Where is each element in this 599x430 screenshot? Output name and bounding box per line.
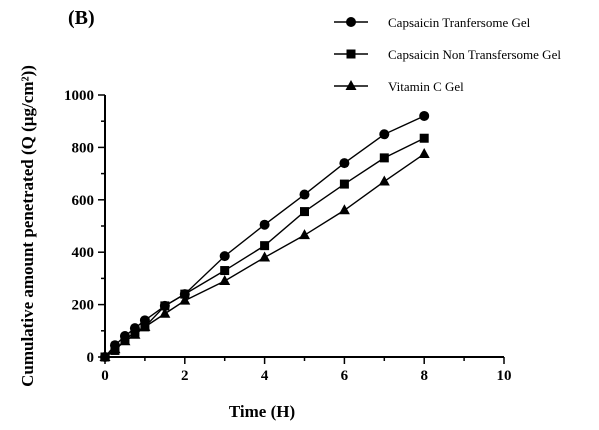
data-point xyxy=(378,175,390,186)
ticks: 0 2 4 6 8 10 0 200 400 600 800 1000 xyxy=(64,88,512,384)
series-layer xyxy=(99,110,430,362)
y-axis-title: Cumulative amount penetrated (Q (µg/cm²)… xyxy=(18,65,37,387)
x-axis-title: Time (H) xyxy=(229,402,295,421)
x-tick-label: 2 xyxy=(181,368,189,384)
data-point xyxy=(260,241,270,251)
data-point xyxy=(339,179,349,189)
data-point xyxy=(220,266,230,276)
data-point xyxy=(419,110,430,121)
x-tick-label: 0 xyxy=(101,368,109,384)
panel-label: (B) xyxy=(68,7,95,29)
legend-item: Capsaicin Tranfersome Gel xyxy=(334,15,531,30)
data-point xyxy=(299,189,310,200)
data-point xyxy=(259,251,271,262)
x-tick-label: 6 xyxy=(341,368,349,384)
data-point xyxy=(109,343,121,354)
data-point xyxy=(338,204,350,215)
data-point xyxy=(379,153,389,163)
legend: Capsaicin Tranfersome Gel Capsaicin Non T… xyxy=(334,15,561,94)
data-point xyxy=(219,275,231,286)
x-tick-label: 4 xyxy=(261,368,269,384)
y-tick-label: 1000 xyxy=(64,88,94,104)
x-tick-label: 10 xyxy=(497,368,512,384)
data-point xyxy=(129,328,141,339)
y-tick-label: 400 xyxy=(72,245,95,261)
data-point xyxy=(139,320,151,331)
data-point xyxy=(159,307,171,318)
data-point xyxy=(339,158,350,169)
data-point xyxy=(300,207,309,217)
legend-item: Capsaicin Non Transfersome Gel xyxy=(334,47,561,62)
data-point xyxy=(99,351,111,361)
y-tick-label: 600 xyxy=(72,193,95,209)
series-3 xyxy=(99,147,430,361)
x-tick-label: 8 xyxy=(420,368,428,384)
legend-label: Capsaicin Non Transfersome Gel xyxy=(388,47,561,62)
legend-label: Vitamin C Gel xyxy=(388,79,464,94)
data-point xyxy=(418,147,430,158)
data-point xyxy=(119,335,131,346)
y-tick-label: 800 xyxy=(72,140,95,156)
data-point xyxy=(179,294,191,305)
data-point xyxy=(160,301,170,311)
y-tick-label: 200 xyxy=(72,298,95,314)
data-point xyxy=(219,251,230,262)
data-point xyxy=(180,289,190,299)
legend-marker xyxy=(346,49,356,59)
y-tick-label: 0 xyxy=(87,350,95,366)
data-point xyxy=(299,229,310,240)
legend-label: Capsaicin Tranfersome Gel xyxy=(388,15,531,30)
data-point xyxy=(379,129,390,140)
data-point xyxy=(259,219,270,230)
data-point xyxy=(419,133,429,143)
legend-marker xyxy=(346,17,356,27)
legend-item: Vitamin C Gel xyxy=(334,79,464,94)
legend-marker xyxy=(345,80,357,90)
series-2 xyxy=(100,133,429,362)
